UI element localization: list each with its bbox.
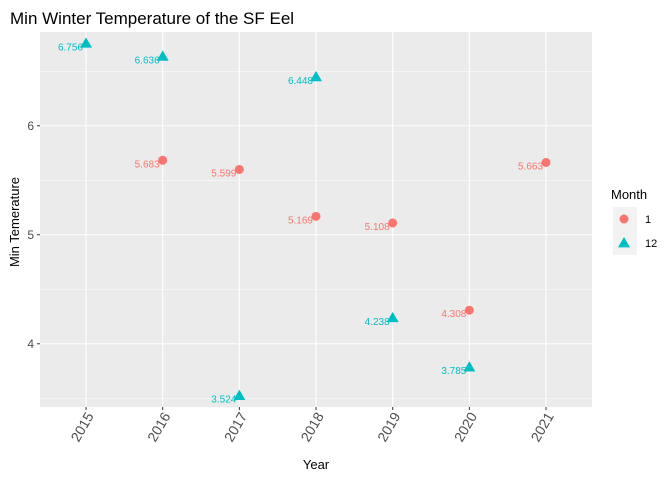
y-axis-ticks: 4 5 6 xyxy=(27,119,40,351)
data-point xyxy=(310,70,323,82)
y-tick-label: 5 xyxy=(27,228,34,242)
data-label: 5.683 xyxy=(135,159,160,170)
legend-label: 1 xyxy=(645,214,651,226)
legend-key xyxy=(619,214,629,224)
data-point xyxy=(233,389,246,400)
y-axis-title: Min Temerature xyxy=(7,177,22,267)
legend-label: 12 xyxy=(645,238,657,250)
data-point xyxy=(156,50,169,61)
x-tick-label: 2018 xyxy=(297,409,327,444)
data-point xyxy=(388,218,398,228)
data-label: 4.308 xyxy=(441,309,466,320)
x-axis-ticks: 2015 2016 2017 2018 2019 2020 2021 xyxy=(67,407,557,444)
x-tick-label: 2020 xyxy=(451,409,481,444)
data-point xyxy=(463,361,476,372)
data-label: 6.448 xyxy=(288,76,313,87)
legend-key xyxy=(618,237,630,248)
data-label: 5.169 xyxy=(288,215,313,226)
data-point xyxy=(464,305,474,315)
data-label: 6.756 xyxy=(58,42,83,53)
y-tick-label: 4 xyxy=(27,337,34,351)
data-label: 5.663 xyxy=(518,161,543,172)
data-label: 6.636 xyxy=(135,55,160,66)
data-label: 4.238 xyxy=(365,317,390,328)
data-point xyxy=(234,164,244,174)
data-point xyxy=(311,211,321,221)
chart-title: Min Winter Temperature of the SF Eel xyxy=(10,9,294,28)
legend-title: Month xyxy=(611,187,647,202)
x-tick-label: 2021 xyxy=(527,409,557,444)
x-axis-title: Year xyxy=(303,457,330,472)
x-tick-label: 2016 xyxy=(144,409,174,444)
data-points xyxy=(80,37,551,400)
data-label: 3.524 xyxy=(211,395,236,406)
data-label: 5.599 xyxy=(211,168,236,179)
x-tick-label: 2019 xyxy=(374,409,404,444)
data-point xyxy=(158,155,168,165)
legend-key-background xyxy=(613,207,637,255)
legend: Month 1 12 xyxy=(611,187,657,255)
data-label: 5.108 xyxy=(365,222,390,233)
data-labels: 5.683 5.599 5.169 5.108 4.308 5.663 6.756 6.636… xyxy=(58,42,543,405)
y-tick-label: 6 xyxy=(27,119,34,133)
x-tick-label: 2015 xyxy=(67,409,97,444)
data-label: 3.785 xyxy=(441,366,466,377)
data-point xyxy=(541,157,551,167)
data-point xyxy=(386,311,399,323)
x-tick-label: 2017 xyxy=(221,409,251,444)
data-point xyxy=(80,37,92,48)
